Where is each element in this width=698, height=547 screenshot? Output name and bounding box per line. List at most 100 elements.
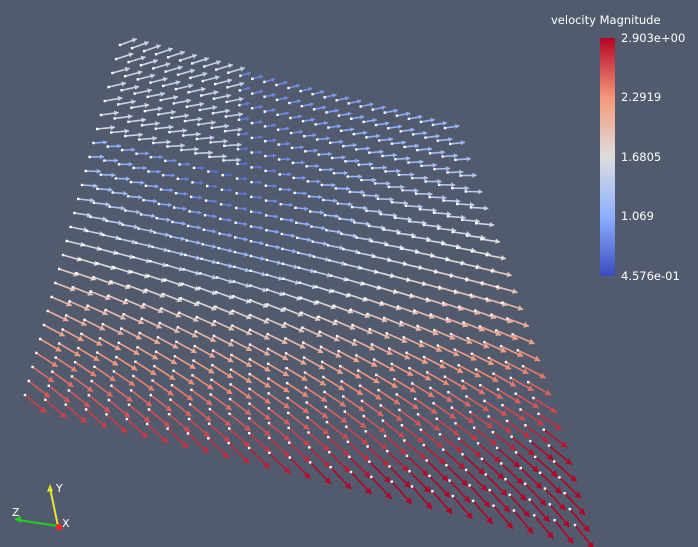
velocity-arrow-glyph: [235, 176, 248, 181]
velocity-arrow-glyph: [311, 240, 328, 246]
x-axis-marker: [55, 523, 63, 531]
velocity-arrow-glyph: [130, 41, 150, 50]
velocity-arrow-glyph: [332, 304, 354, 314]
velocity-arrow-glyph: [99, 172, 116, 178]
velocity-arrow-glyph: [533, 514, 554, 540]
velocity-arrow-glyph: [170, 113, 190, 119]
velocity-arrow-glyph: [50, 295, 73, 307]
velocity-arrow-glyph: [142, 303, 164, 314]
velocity-arrow-glyph: [480, 238, 501, 244]
velocity-arrow-glyph: [186, 224, 202, 230]
velocity-arrow-glyph: [336, 201, 353, 207]
velocity-arrow-glyph: [230, 353, 253, 368]
velocity-arrow-glyph: [343, 410, 367, 429]
velocity-arrow-glyph: [197, 120, 216, 126]
velocity-arrow-glyph: [137, 227, 155, 234]
velocity-arrow-glyph: [220, 187, 233, 193]
velocity-arrow-glyph: [281, 262, 299, 270]
velocity-arrow-glyph: [326, 244, 344, 251]
velocity-arrow-glyph: [401, 188, 419, 194]
velocity-arrow-glyph: [159, 95, 179, 102]
velocity-arrow-glyph: [107, 81, 127, 89]
velocity-arrow-glyph: [419, 428, 444, 449]
velocity-arrow-glyph: [212, 93, 232, 100]
velocity-arrow-glyph: [490, 269, 512, 278]
velocity-arrow-glyph: [248, 358, 271, 372]
velocity-arrow-glyph: [265, 229, 280, 234]
velocity-arrow-glyph: [457, 364, 482, 378]
velocity-arrow-glyph: [390, 140, 407, 145]
velocity-arrow-glyph: [319, 167, 334, 172]
velocity-arrow-glyph: [175, 340, 197, 354]
velocity-arrow-glyph: [213, 320, 235, 331]
velocity-arrow-glyph: [331, 289, 351, 298]
velocity-arrow-glyph: [403, 439, 427, 461]
velocity-arrow-glyph: [519, 466, 543, 490]
velocity-arrow-glyph: [509, 376, 534, 392]
velocity-arrow-glyph: [418, 266, 440, 275]
velocity-arrow-glyph: [352, 130, 368, 136]
velocity-arrow-glyph: [129, 180, 145, 185]
velocity-arrow-glyph: [495, 446, 521, 469]
z-axis-line: [17, 519, 59, 527]
velocity-arrow-glyph: [265, 273, 284, 281]
velocity-arrow-glyph: [188, 210, 202, 215]
velocity-arrow-glyph: [370, 475, 393, 500]
velocity-arrow-glyph: [527, 380, 552, 396]
velocity-arrow-glyph: [376, 196, 394, 202]
velocity-arrow-glyph: [143, 106, 163, 113]
velocity-arrow-glyph: [334, 186, 351, 192]
velocity-arrow-glyph: [126, 194, 143, 200]
velocity-arrow-glyph: [465, 395, 490, 412]
velocity-arrow-glyph: [96, 125, 116, 131]
velocity-arrow-glyph: [125, 298, 146, 309]
velocity-arrow-glyph: [470, 352, 495, 366]
velocity-arrow-glyph: [469, 205, 489, 211]
velocity-arrow-glyph: [425, 459, 449, 482]
velocity-arrow-glyph: [157, 202, 172, 208]
velocity-arrow-glyph: [339, 365, 362, 379]
velocity-arrow-glyph: [115, 251, 135, 260]
velocity-arrow-glyph: [115, 355, 138, 371]
velocity-arrow-glyph: [228, 412, 252, 432]
velocity-arrow-glyph: [181, 282, 200, 291]
velocity-arrow-glyph: [249, 299, 269, 308]
velocity-arrow-glyph: [167, 413, 191, 433]
velocity-arrow-glyph: [248, 402, 271, 421]
velocity-arrow-glyph: [325, 420, 349, 441]
velocity-arrow-glyph: [147, 408, 171, 428]
velocity-arrow-glyph: [528, 498, 551, 523]
velocity-arrow-glyph: [265, 243, 281, 250]
velocity-arrow-glyph: [267, 407, 291, 426]
velocity-arrow-glyph: [101, 323, 124, 336]
velocity-arrow-glyph: [92, 201, 110, 207]
velocity-arrow-glyph: [306, 416, 330, 436]
velocity-arrow-glyph: [149, 154, 163, 160]
velocity-arrow-glyph: [157, 109, 176, 116]
velocity-arrow-glyph: [89, 290, 111, 301]
velocity-arrow-glyph: [77, 346, 100, 362]
velocity-arrow-glyph: [149, 393, 173, 412]
velocity-arrow-glyph: [127, 284, 148, 294]
velocity-arrow-glyph: [287, 411, 310, 431]
velocity-arrow-glyph: [485, 297, 508, 307]
velocity-arrow-glyph: [250, 135, 263, 140]
velocity-arrow-glyph: [504, 360, 529, 375]
velocity-arrow-glyph: [172, 98, 192, 105]
velocity-arrow-glyph: [328, 259, 347, 266]
velocity-arrow-glyph: [39, 337, 62, 353]
velocity-arrow-glyph: [339, 127, 355, 132]
velocity-arrow-glyph: [203, 60, 222, 68]
velocity-arrow-glyph: [499, 345, 524, 358]
velocity-arrow-glyph: [340, 232, 358, 239]
velocity-arrow-glyph: [279, 202, 293, 208]
velocity-arrow-glyph: [397, 172, 415, 177]
velocity-arrow-glyph: [129, 270, 150, 279]
velocity-arrow-glyph: [249, 284, 268, 293]
velocity-arrow-glyph: [312, 255, 330, 262]
velocity-arrow-glyph: [207, 437, 230, 459]
velocity-arrow-glyph: [457, 437, 482, 459]
velocity-arrow-glyph: [200, 257, 217, 265]
